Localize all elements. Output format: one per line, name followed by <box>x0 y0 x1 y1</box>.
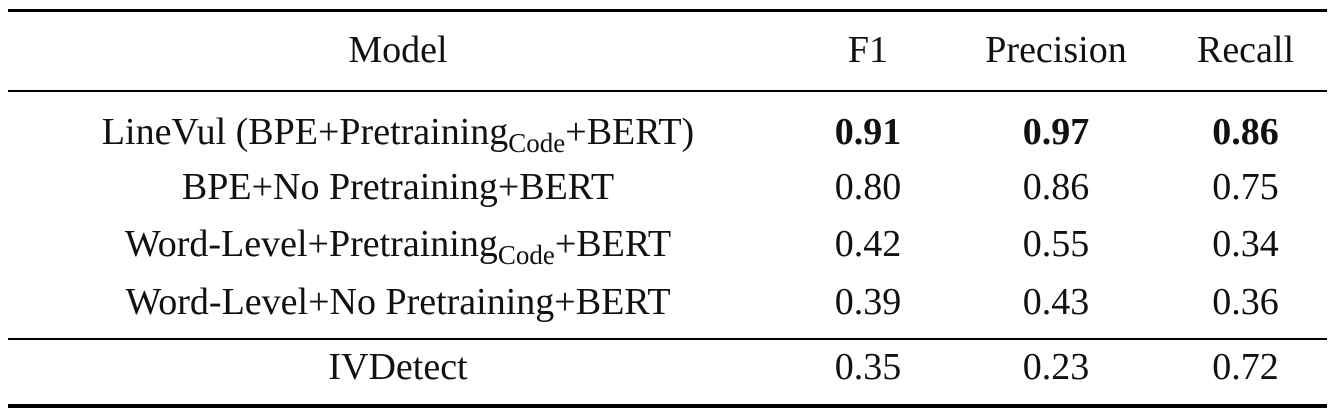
header-row: Model F1 Precision Recall <box>8 28 1327 72</box>
recall-value: 0.36 <box>1212 281 1279 323</box>
table-row: BPE+No Pretraining+BERT 0.80 0.86 0.75 <box>8 165 1327 209</box>
f1-value: 0.91 <box>834 111 902 153</box>
recall-value: 0.34 <box>1212 223 1279 265</box>
recall-value: 0.75 <box>1212 166 1279 208</box>
top-rule <box>8 9 1327 12</box>
bottom-rule <box>8 404 1327 408</box>
recall-value: 0.72 <box>1212 346 1279 388</box>
table-row: Word-Level+No Pretraining+BERT 0.39 0.43… <box>8 280 1327 324</box>
model-name: BPE+No Pretraining+BERT <box>181 166 615 208</box>
model-name: Word-Level+No Pretraining+BERT <box>125 281 671 323</box>
f1-value: 0.80 <box>834 166 902 208</box>
table-row: IVDetect 0.35 0.23 0.72 <box>8 345 1327 389</box>
mid-rule <box>8 338 1327 340</box>
precision-value: 0.43 <box>1022 281 1090 323</box>
table-row: Word-Level+PretrainingCode+BERT 0.42 0.5… <box>8 222 1327 270</box>
header-recall: Recall <box>1196 29 1295 71</box>
header-model: Model <box>348 29 448 71</box>
model-name: LineVul (BPE+PretrainingCode+BERT) <box>101 111 695 158</box>
header-precision: Precision <box>985 29 1127 71</box>
precision-value: 0.55 <box>1022 223 1090 265</box>
model-name: Word-Level+PretrainingCode+BERT <box>124 223 672 270</box>
f1-value: 0.35 <box>834 346 902 388</box>
table-row: LineVul (BPE+PretrainingCode+BERT) 0.91 … <box>8 110 1327 158</box>
header-rule <box>8 90 1327 92</box>
recall-value: 0.86 <box>1212 111 1279 153</box>
f1-value: 0.39 <box>834 281 902 323</box>
precision-value: 0.86 <box>1022 166 1090 208</box>
precision-value: 0.97 <box>1022 111 1090 153</box>
model-name: IVDetect <box>328 346 468 388</box>
f1-value: 0.42 <box>834 223 902 265</box>
precision-value: 0.23 <box>1022 346 1090 388</box>
header-f1: F1 <box>847 29 889 71</box>
